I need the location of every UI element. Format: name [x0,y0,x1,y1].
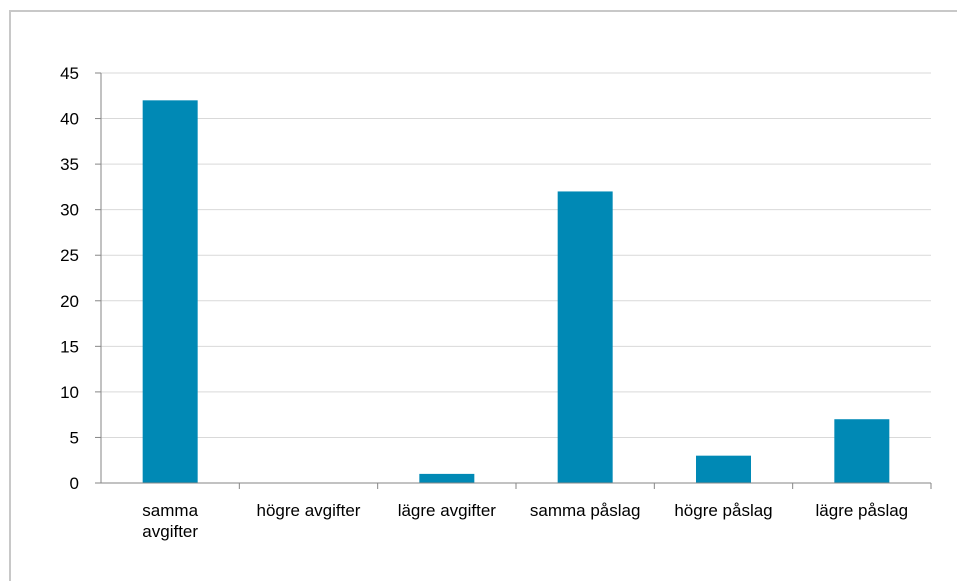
x-category-label: samma påslag [530,501,641,520]
x-category-label: avgifter [142,522,198,541]
bar-samma-påslag [557,191,613,483]
y-tick-label: 25 [60,246,79,265]
y-tick-label: 5 [70,428,79,447]
y-tick-label: 10 [60,383,79,402]
labels: 0 5 10 15 20 25 30 35 40 45 samma avgifter högre avg… [60,64,908,541]
y-tick-label: 0 [70,474,79,493]
x-category-label: högre påslag [674,501,772,520]
x-category-label: lägre avgifter [398,501,497,520]
bars [142,100,890,483]
x-category-label: samma [142,501,198,520]
y-tick-label: 20 [60,292,79,311]
y-tick-label: 40 [60,110,79,129]
axes [95,72,932,489]
gridlines [101,72,931,438]
y-tick-label: 35 [60,155,79,174]
bar-högre-påslag [696,455,751,483]
y-tick-label: 30 [60,201,79,220]
x-category-label: lägre påslag [816,501,909,520]
bar-samma-avgifter [142,100,198,483]
y-tick-label: 15 [60,337,79,356]
bar-lägre-avgifter [419,473,475,483]
bar-lägre-påslag [834,419,890,483]
y-tick-label: 45 [60,64,79,83]
x-category-label: högre avgifter [257,501,361,520]
